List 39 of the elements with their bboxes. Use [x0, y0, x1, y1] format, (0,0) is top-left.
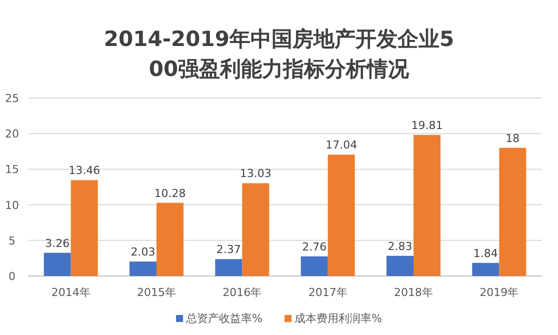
x-tick-label: 2016年: [222, 286, 262, 299]
x-tick-label: 2015年: [137, 286, 176, 299]
legend-label: 成本费用利润率%: [294, 312, 382, 325]
bar: [70, 180, 98, 276]
x-tick-label: 2018年: [394, 286, 433, 299]
data-label: 17.04: [326, 138, 358, 152]
bar: [130, 262, 156, 276]
chart-title: 2014-2019年中国房地产开发企业500强盈利能力指标分析情况: [104, 27, 454, 81]
y-tick-label: 15: [5, 163, 19, 176]
bar: [242, 183, 270, 276]
y-tick-label: 0: [8, 270, 16, 283]
y-tick-label: 10: [5, 198, 19, 212]
y-tick-label: 20: [5, 128, 19, 141]
bar: [386, 256, 414, 276]
x-tick-label: 2019年: [480, 286, 519, 299]
bar: [156, 202, 184, 276]
x-tick-label: 2014年: [51, 286, 90, 299]
bar: [414, 134, 440, 276]
bar: [215, 259, 242, 276]
bar: [499, 148, 526, 276]
bar: [328, 154, 355, 276]
data-label: 19.81: [411, 118, 443, 132]
data-label: 10.28: [154, 186, 186, 200]
data-label: 2.37: [216, 243, 241, 256]
bar: [300, 256, 328, 276]
bar: [44, 252, 71, 276]
data-label: 2.83: [388, 240, 412, 253]
legend-label: 总资产收益率%: [185, 312, 262, 325]
data-label: 2.76: [302, 240, 327, 254]
y-tick-label: 25: [5, 92, 19, 105]
y-tick-label: 5: [8, 234, 16, 248]
data-label: 1.84: [473, 246, 498, 260]
data-label: 13.03: [240, 167, 272, 180]
data-label: 2.03: [130, 246, 156, 259]
x-tick-label: 2017年: [308, 286, 348, 299]
data-label: 13.46: [68, 164, 100, 178]
data-label: 3.26: [45, 236, 70, 250]
data-label: 18: [506, 132, 520, 145]
bar: [472, 262, 500, 276]
